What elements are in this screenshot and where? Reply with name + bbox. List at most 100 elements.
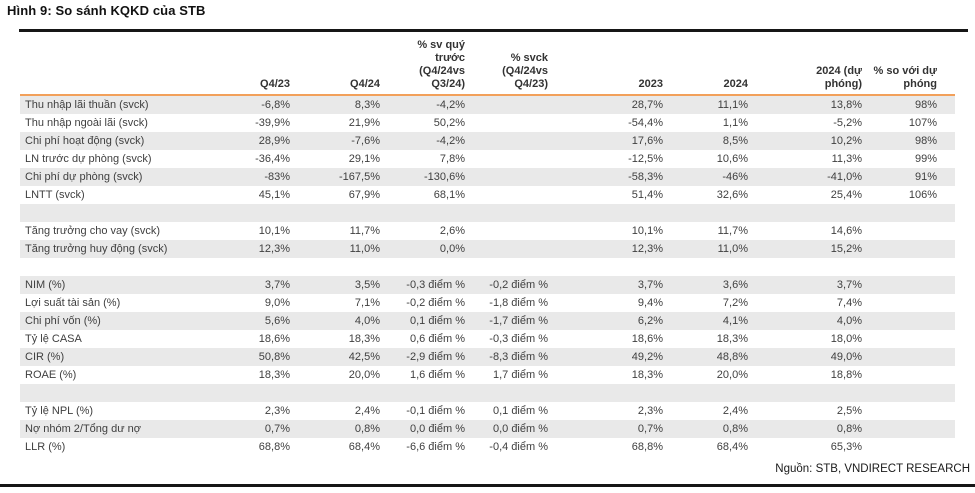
value-cell: -4,2%: [436, 99, 465, 111]
value-cell: [290, 384, 380, 402]
value-cell: 68,1%: [433, 189, 465, 201]
value-cell: 68,8%: [631, 441, 663, 453]
value-cell: 49,0%: [830, 351, 862, 363]
kqkd-comparison-table: Q4/23 Q4/24 % sv quý trước (Q4/24vs Q3/2…: [20, 32, 955, 456]
value-cell: -0,1 điểm %: [406, 405, 465, 417]
value-cell: 0,8%: [354, 423, 380, 435]
value-cell: -58,3%: [628, 171, 663, 183]
value-cell: [380, 384, 465, 402]
value-cell: 0,1 điểm %: [492, 405, 548, 417]
value-cell: 106%: [908, 189, 937, 201]
value-cell: -6,8%: [261, 99, 290, 111]
value-cell: -130,6%: [424, 171, 465, 183]
table-row: NIM (%) 3,7% 3,5% -0,3 điểm % -0,2 điểm % 3,7…: [20, 276, 955, 294]
value-cell: 18,3%: [348, 333, 380, 345]
value-cell: 10,1%: [631, 225, 663, 237]
table-row: CIR (%) 50,8% 42,5% -2,9 điểm % -8,3 điểm % 4…: [20, 348, 955, 366]
value-cell: -46%: [722, 171, 748, 183]
value-cell: [465, 186, 548, 204]
table-body: Thu nhập lãi thuần (svck) -6,8% 8,3% -4,2% 2…: [20, 95, 955, 456]
value-cell: [548, 204, 663, 222]
value-cell: 10,6%: [716, 153, 748, 165]
spacer-cell: [20, 384, 240, 402]
value-cell: [465, 204, 548, 222]
value-cell: [663, 384, 748, 402]
table-row: Chi phí dự phòng (svck) -83% -167,5% -130,6…: [20, 168, 955, 186]
value-cell: 11,7%: [717, 225, 748, 237]
value-cell: -1,8 điểm %: [489, 297, 548, 309]
value-cell: 98%: [914, 99, 937, 111]
header-q4-24: Q4/24: [290, 32, 380, 96]
value-cell: 12,3%: [258, 243, 290, 255]
value-cell: 9,4%: [637, 297, 663, 309]
row-label: Thu nhập lãi thuần (svck): [25, 99, 149, 111]
value-cell: [748, 384, 862, 402]
table-row: Tỷ lệ CASA 18,6% 18,3% 0,6 điểm % -0,3 điểm …: [20, 330, 955, 348]
value-cell: 3,7%: [264, 279, 290, 291]
row-label: Tăng trưởng cho vay (svck): [25, 225, 161, 237]
spacer-row: [20, 204, 955, 222]
header-2024-forecast: 2024 (dự phóng): [748, 32, 862, 96]
value-cell: 11,1%: [717, 99, 748, 111]
value-cell: -36,4%: [255, 153, 290, 165]
source-note: Nguồn: STB, VNDIRECT RESEARCH: [775, 463, 970, 475]
value-cell: 3,7%: [637, 279, 663, 291]
value-cell: 7,8%: [439, 153, 465, 165]
value-cell: 68,8%: [258, 441, 290, 453]
table-row: Thu nhập ngoài lãi (svck) -39,9% 21,9% 50,2…: [20, 114, 955, 132]
row-label: Tăng trưởng huy động (svck): [25, 243, 168, 255]
value-cell: [240, 258, 290, 276]
header-2024: 2024: [663, 32, 748, 96]
value-cell: 107%: [908, 117, 937, 129]
value-cell: 1,6 điểm %: [409, 369, 465, 381]
value-cell: -83%: [264, 171, 290, 183]
value-cell: 49,2%: [631, 351, 663, 363]
value-cell: 0,1 điểm %: [409, 315, 465, 327]
value-cell: [290, 258, 380, 276]
row-label: Chi phí dự phòng (svck): [25, 171, 143, 183]
header-qoq: % sv quý trước (Q4/24vs Q3/24): [380, 32, 465, 96]
table-row: LLR (%) 68,8% 68,4% -6,6 điểm % -0,4 điểm % 6…: [20, 438, 955, 456]
value-cell: [240, 384, 290, 402]
value-cell: -167,5%: [339, 171, 380, 183]
value-cell: 1,7 điểm %: [492, 369, 548, 381]
value-cell: [748, 258, 862, 276]
value-cell: [290, 204, 380, 222]
header-yoy: % svck (Q4/24vs Q4/23): [465, 32, 548, 96]
value-cell: 5,6%: [264, 315, 290, 327]
value-cell: 8,5%: [722, 135, 748, 147]
header-q4-23: Q4/23: [240, 32, 290, 96]
value-cell: 10,2%: [830, 135, 862, 147]
value-cell: [663, 204, 748, 222]
value-cell: [465, 222, 548, 240]
value-cell: -2,9 điểm %: [406, 351, 465, 363]
value-cell: 18,3%: [258, 369, 290, 381]
row-label: ROAE (%): [25, 369, 77, 381]
table-row: ROAE (%) 18,3% 20,0% 1,6 điểm % 1,7 điểm % 18…: [20, 366, 955, 384]
value-cell: -0,3 điểm %: [489, 333, 548, 345]
table-row: Thu nhập lãi thuần (svck) -6,8% 8,3% -4,2% 2…: [20, 95, 955, 114]
value-cell: -0,2 điểm %: [489, 279, 548, 291]
value-cell: 25,4%: [830, 189, 862, 201]
value-cell: 4,1%: [722, 315, 748, 327]
value-cell: 18,6%: [631, 333, 663, 345]
value-cell: 29,1%: [348, 153, 380, 165]
value-cell: [748, 204, 862, 222]
spacer-row: [20, 258, 955, 276]
value-cell: 91%: [914, 171, 937, 183]
value-cell: 98%: [914, 135, 937, 147]
value-cell: 18,0%: [830, 333, 862, 345]
value-cell: 42,5%: [348, 351, 380, 363]
value-cell: [465, 95, 548, 114]
row-label: LN trước dự phòng (svck): [25, 153, 152, 165]
value-cell: 15,2%: [830, 243, 862, 255]
value-cell: [862, 348, 955, 366]
value-cell: -6,6 điểm %: [406, 441, 465, 453]
header-row: Q4/23 Q4/24 % sv quý trước (Q4/24vs Q3/2…: [20, 32, 955, 96]
table-row: LN trước dự phòng (svck) -36,4% 29,1% 7,8% -…: [20, 150, 955, 168]
value-cell: 13,8%: [830, 99, 862, 111]
value-cell: [240, 204, 290, 222]
value-cell: 11,7%: [349, 225, 380, 237]
row-label: Lợi suất tài sản (%): [25, 297, 121, 309]
